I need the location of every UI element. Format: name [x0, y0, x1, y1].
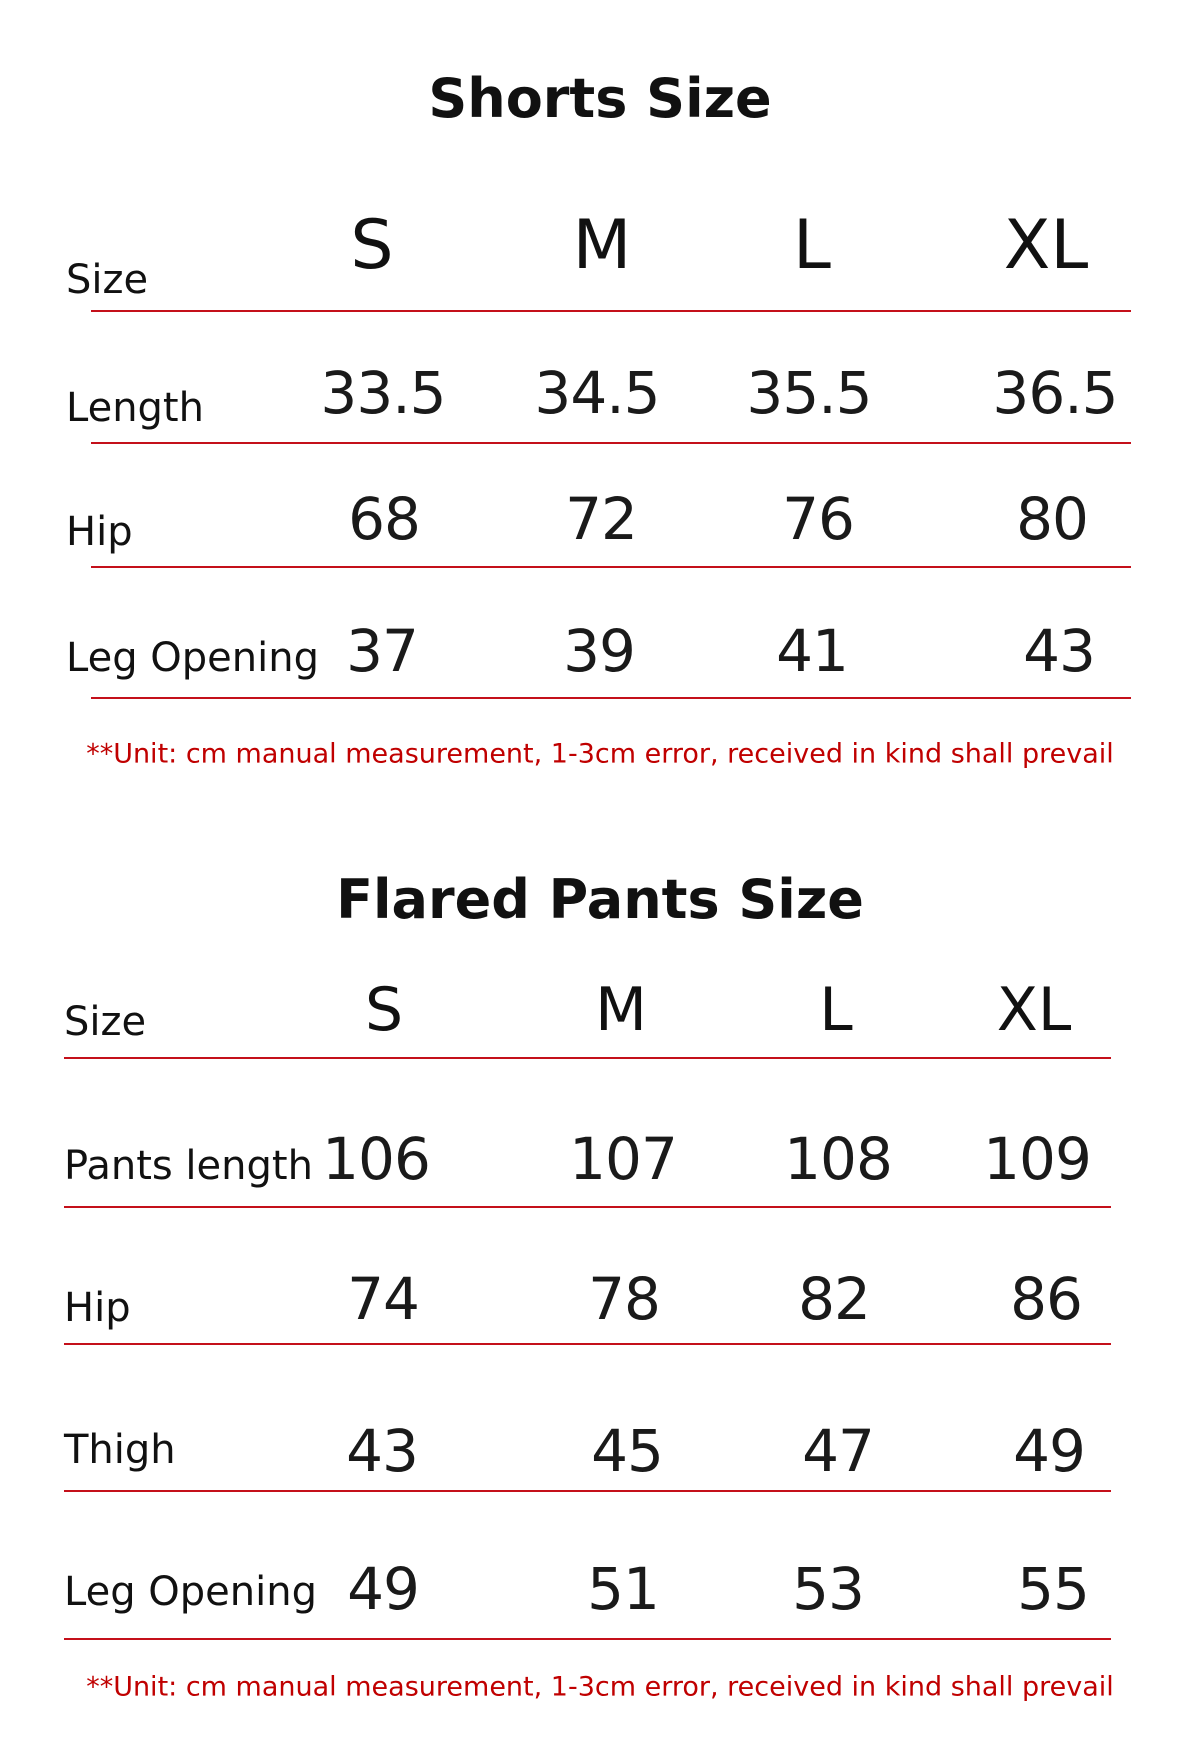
cell: 108 — [784, 1125, 893, 1193]
cell: 45 — [591, 1417, 664, 1485]
shorts-unit-note: **Unit: cm manual measurement, 1-3cm err… — [86, 738, 1114, 770]
divider — [64, 1057, 1111, 1059]
shorts-size-label: Size — [66, 257, 149, 303]
divider — [91, 310, 1131, 312]
divider — [91, 566, 1131, 568]
cell: 39 — [563, 617, 636, 685]
row-label-hip: Hip — [66, 509, 133, 555]
cell: 41 — [776, 617, 849, 685]
shorts-size-xl: XL — [1003, 206, 1089, 285]
cell: 34.5 — [534, 359, 660, 427]
cell: 109 — [983, 1125, 1092, 1193]
row-label-length: Length — [66, 385, 204, 431]
cell: 86 — [1010, 1265, 1083, 1333]
cell: 106 — [322, 1125, 431, 1193]
divider — [64, 1638, 1111, 1640]
row-label-hip: Hip — [64, 1285, 131, 1331]
cell: 51 — [587, 1555, 660, 1623]
cell: 35.5 — [746, 359, 872, 427]
cell: 53 — [792, 1555, 865, 1623]
cell: 76 — [782, 485, 855, 553]
cell: 37 — [346, 617, 419, 685]
pants-size-m: M — [595, 975, 647, 1045]
cell: 47 — [802, 1417, 875, 1485]
shorts-size-l: L — [793, 206, 831, 285]
row-label-leg-opening: Leg Opening — [64, 1569, 317, 1615]
shorts-title: Shorts Size — [428, 67, 772, 130]
divider — [64, 1206, 1111, 1208]
cell: 72 — [565, 485, 638, 553]
cell: 55 — [1017, 1555, 1090, 1623]
row-label-thigh: Thigh — [64, 1427, 176, 1473]
cell: 43 — [346, 1417, 419, 1485]
pants-size-label: Size — [64, 999, 147, 1045]
cell: 107 — [569, 1125, 678, 1193]
cell: 49 — [1013, 1417, 1086, 1485]
cell: 33.5 — [320, 359, 446, 427]
cell: 68 — [348, 485, 421, 553]
pants-size-s: S — [364, 975, 404, 1045]
shorts-size-s: S — [350, 206, 394, 285]
divider — [64, 1490, 1111, 1492]
shorts-size-m: M — [572, 206, 632, 285]
divider — [64, 1343, 1111, 1345]
row-label-leg-opening: Leg Opening — [66, 635, 319, 681]
cell: 74 — [347, 1265, 420, 1333]
pants-size-l: L — [819, 975, 853, 1045]
cell: 82 — [798, 1265, 871, 1333]
row-label-pants-length: Pants length — [64, 1143, 313, 1189]
pants-unit-note: **Unit: cm manual measurement, 1-3cm err… — [86, 1671, 1114, 1703]
cell: 80 — [1016, 485, 1089, 553]
pants-size-xl: XL — [996, 975, 1072, 1045]
cell: 49 — [347, 1555, 420, 1623]
divider — [91, 697, 1131, 699]
divider — [91, 442, 1131, 444]
cell: 78 — [588, 1265, 661, 1333]
cell: 43 — [1023, 617, 1096, 685]
cell: 36.5 — [992, 359, 1118, 427]
pants-title: Flared Pants Size — [336, 868, 864, 931]
